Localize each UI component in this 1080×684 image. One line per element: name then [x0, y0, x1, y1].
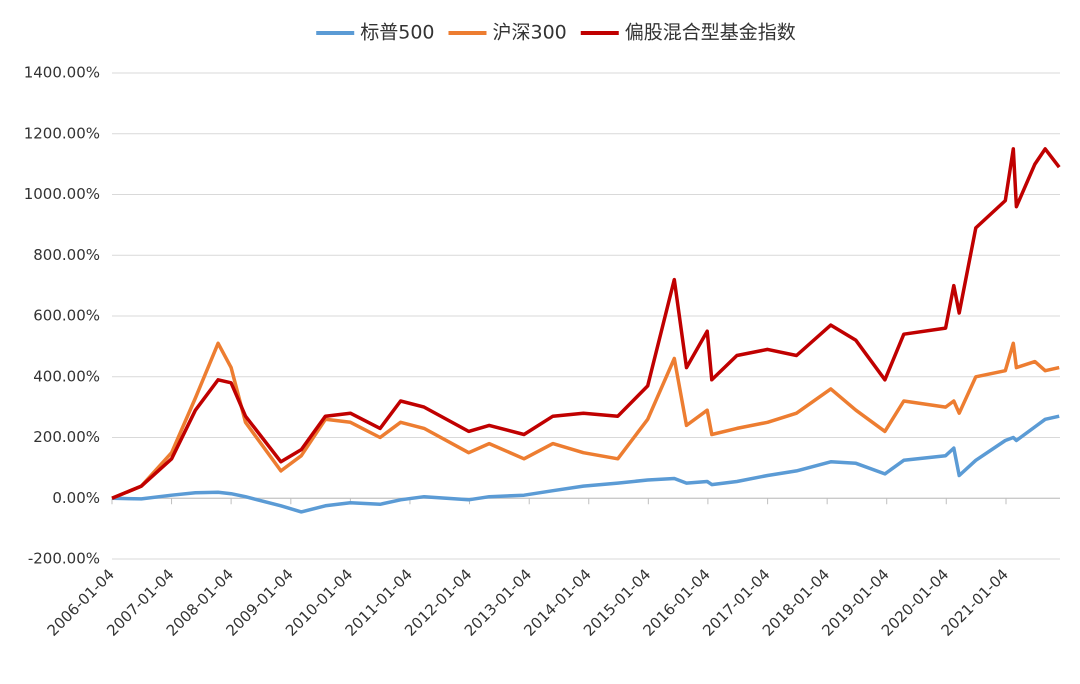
y-tick-label: 200.00% [33, 428, 100, 446]
legend-text: 偏股混合型基金指数 [625, 22, 796, 44]
y-tick-label: 0.00% [52, 489, 100, 507]
series-line [111, 414, 1060, 514]
legend: 标普500 沪深300 偏股混合型基金指数 [316, 22, 796, 44]
y-tick-label: 600.00% [33, 307, 100, 325]
legend-text: 标普500 [360, 22, 434, 44]
y-tick-label: -200.00% [28, 550, 100, 568]
y-tick-label: 1200.00% [24, 124, 100, 142]
series-line [111, 147, 1061, 500]
legend-text: 沪深300 [492, 22, 566, 44]
y-tick-label: 400.00% [33, 367, 100, 385]
y-tick-label: 1400.00% [24, 64, 100, 82]
series-line [111, 341, 1060, 500]
y-tick-label: 1000.00% [24, 185, 100, 203]
y-tick-label: 800.00% [33, 246, 100, 264]
